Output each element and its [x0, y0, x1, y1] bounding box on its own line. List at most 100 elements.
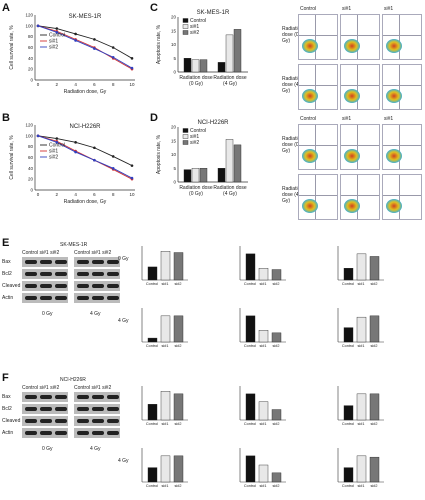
blot-dose-left-e: 0 Gy: [42, 311, 53, 317]
flow-plot: [298, 174, 338, 220]
category-label: Control: [244, 484, 256, 488]
blot-band: [77, 419, 89, 423]
bar: [258, 401, 269, 421]
blot-row-label: Bax: [2, 394, 11, 400]
category-label: si#2: [175, 422, 182, 426]
blot-band: [40, 272, 52, 276]
flow-plot: [382, 14, 422, 60]
blot-band: [55, 296, 67, 300]
survival-chart-a: SK-MES-1R 0 20 40 60 80 100 120 0 2 4 6 8 10 Radiation…: [9, 13, 135, 95]
bar: [271, 409, 282, 421]
category-label: si#2: [273, 344, 280, 348]
blot-band: [25, 407, 37, 411]
category-label: si#1: [260, 344, 267, 348]
blot-band: [92, 407, 104, 411]
y-axis-label: Cell survival rate, %: [9, 135, 15, 180]
data-point: [111, 155, 115, 158]
data-point: [130, 164, 134, 167]
data-point: [74, 141, 77, 144]
dose-tag: 0 Gy: [118, 256, 129, 262]
blot-dose-right-e: 4 Gy: [90, 311, 101, 317]
legend-swatch: [182, 30, 189, 35]
category-label: Control: [342, 422, 354, 426]
x-tick-label: 8: [112, 82, 115, 87]
blot-strip: [74, 281, 120, 291]
category-label: si#2: [175, 484, 182, 488]
category-label: (4 Gy): [223, 81, 237, 87]
category-label: Control: [342, 484, 354, 488]
blot-band: [92, 395, 104, 399]
y-axis-label: Apoptosis rate, %: [156, 24, 162, 64]
legend-swatch: [182, 134, 189, 139]
y-axis-label: Cell survival rate, %: [9, 25, 15, 70]
x-tick-label: 4: [74, 192, 77, 197]
chart-title: NCI-H226R: [197, 120, 229, 126]
category-label: si#1: [358, 282, 365, 286]
blot-band: [77, 431, 89, 435]
x-tick-label: 2: [56, 192, 59, 197]
category-label: si#2: [371, 282, 378, 286]
bar: [271, 472, 282, 483]
blot-band: [92, 272, 104, 276]
flow-plot: [340, 124, 380, 170]
blot-band: [25, 395, 37, 399]
blot-strip: [74, 269, 120, 279]
category-label: Control: [244, 344, 256, 348]
bar: [160, 251, 171, 281]
x-axis-label: Radiation dose, Gy: [64, 89, 107, 95]
category-label: Radiation dose: [179, 75, 213, 81]
category-label: (0 Gy): [189, 81, 203, 87]
blot-band: [40, 407, 52, 411]
legend-label: si#1: [49, 149, 58, 155]
flow-col-header: si#1: [342, 6, 352, 12]
flow-plot: [340, 64, 380, 110]
blot-band: [55, 284, 67, 288]
legend-label: si#2: [49, 155, 58, 161]
y-tick-label: 5: [173, 166, 176, 171]
blot-band: [107, 395, 119, 399]
blot-row-label: Actin: [2, 430, 14, 436]
blot-strip: [22, 428, 68, 438]
data-point: [74, 150, 77, 154]
category-label: Control: [146, 484, 158, 488]
bar: [369, 315, 380, 343]
bar: [356, 455, 367, 483]
bar: [225, 139, 234, 183]
y-tick-label: 20: [28, 67, 34, 72]
bar: [173, 455, 184, 483]
panel-letter-e: E: [2, 237, 10, 249]
flow-col-header: si#1: [342, 116, 352, 122]
blot-band: [55, 419, 67, 423]
blot-header-right-e: Control si#1 si#2: [74, 250, 112, 256]
category-label: si#2: [175, 344, 182, 348]
bar: [173, 315, 184, 343]
category-label: si#2: [273, 422, 280, 426]
bar: [369, 393, 380, 421]
bar: [173, 252, 184, 281]
category-label: si#1: [162, 282, 169, 286]
y-tick-label: 0: [173, 70, 176, 75]
blot-band: [40, 296, 52, 300]
series-line-si#1: [37, 135, 133, 180]
blot-band: [107, 272, 119, 276]
legend-label: si#1: [49, 39, 58, 45]
y-tick-label: 10: [171, 42, 177, 47]
x-tick-label: 4: [74, 82, 77, 87]
blot-strip: [74, 428, 120, 438]
data-point: [93, 158, 96, 162]
flow-plot: [382, 64, 422, 110]
blot-band: [92, 431, 104, 435]
flow-plot: [298, 64, 338, 110]
x-tick-label: 6: [93, 192, 96, 197]
blot-band: [25, 272, 37, 276]
survival-chart-b: NCI-H226R 0 20 40 60 80 100 120 0 2 4 6 8 10 Radiation…: [9, 123, 135, 205]
blot-band: [107, 260, 119, 264]
blot-band: [92, 419, 104, 423]
category-label: Radiation dose: [213, 185, 247, 191]
category-label: si#2: [371, 422, 378, 426]
flow-plot: [298, 124, 338, 170]
blot-dose-left-f: 0 Gy: [42, 446, 53, 452]
category-label: si#2: [273, 282, 280, 286]
blot-band: [77, 407, 89, 411]
